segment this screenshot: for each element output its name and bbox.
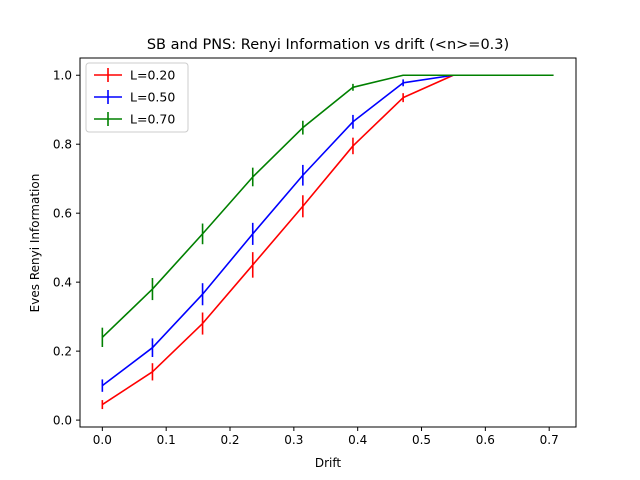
legend-item: L=0.20: [94, 68, 175, 83]
x-tick-label: 0.4: [348, 433, 367, 447]
legend-label: L=0.50: [130, 90, 175, 105]
chart-title: SB and PNS: Renyi Information vs drift (…: [147, 37, 509, 53]
series-layer: [101, 74, 554, 410]
legend-box: [85, 62, 189, 133]
y-tick-label: 1.0: [53, 69, 72, 83]
x-tick-label: 0.3: [284, 433, 303, 447]
legend-label: L=0.70: [130, 112, 175, 127]
x-tick-label: 0.1: [157, 433, 176, 447]
y-axis: 0.0 0.2 0.4 0.6 0.8 1.0: [53, 69, 80, 428]
y-tick-label: 0.8: [53, 138, 72, 152]
legend-item: L=0.70: [94, 112, 175, 127]
series-line: [101, 74, 554, 338]
legend-item: L=0.50: [94, 90, 175, 105]
x-tick-label: 0.2: [220, 433, 239, 447]
x-axis-label: Drift: [315, 456, 342, 470]
x-axis: 0.0 0.1 0.2 0.3 0.4 0.5 0.6 0.7: [93, 427, 559, 447]
y-tick-label: 0.4: [53, 276, 72, 290]
y-tick-label: 0.6: [53, 207, 72, 221]
legend-label: L=0.20: [130, 68, 175, 83]
y-axis-label: Eves Renyi Information: [28, 174, 42, 313]
x-tick-label: 0.0: [93, 433, 112, 447]
y-tick-label: 0.2: [53, 345, 72, 359]
x-tick-label: 0.6: [476, 433, 495, 447]
y-tick-label: 0.0: [53, 414, 72, 428]
plot-frame: [79, 57, 577, 428]
x-tick-label: 0.5: [412, 433, 431, 447]
x-tick-label: 0.7: [540, 433, 559, 447]
series-3: [101, 74, 554, 347]
legend: L=0.20 L=0.50 L=0.70: [85, 62, 189, 133]
